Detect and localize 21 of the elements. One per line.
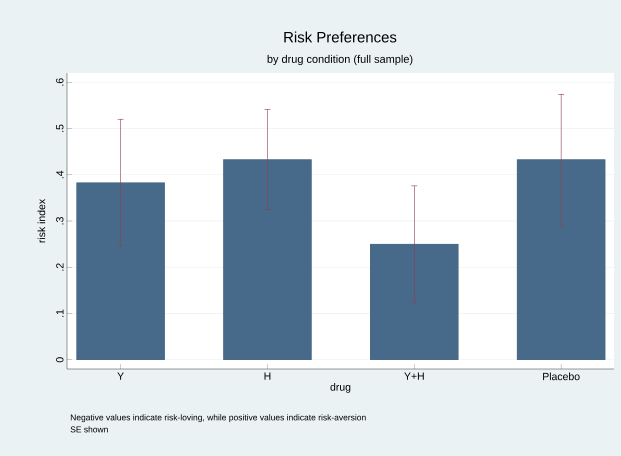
x-tick-label: Y+H — [404, 372, 424, 380]
x-tick-label: H — [264, 372, 270, 380]
text: Negative values indicate risk-loving, while positive values indicate risk-aversion — [70, 414, 366, 422]
bar — [76, 182, 165, 360]
text: SE shown — [70, 426, 108, 432]
y-tick-label: .1 — [56, 310, 64, 317]
chart-title: Risk Preferences — [284, 32, 396, 42]
bar — [516, 159, 606, 360]
bar — [223, 159, 312, 360]
y-tick-label: .3 — [56, 217, 64, 224]
y-axis-title: risk index — [38, 199, 46, 242]
bar — [370, 244, 459, 360]
x-axis-title: drug — [330, 383, 350, 393]
x-tick-label: Y — [117, 372, 124, 380]
y-tick-label: .4 — [56, 170, 64, 178]
x-tick-label: Placebo — [543, 372, 580, 380]
y-tick-label: .2 — [56, 263, 64, 271]
y-tick-label: 0 — [56, 357, 64, 362]
y-tick-label: .5 — [56, 124, 64, 132]
chart-subtitle: by drug condition (full sample) — [268, 54, 412, 66]
y-tick-label: .6 — [56, 78, 64, 86]
